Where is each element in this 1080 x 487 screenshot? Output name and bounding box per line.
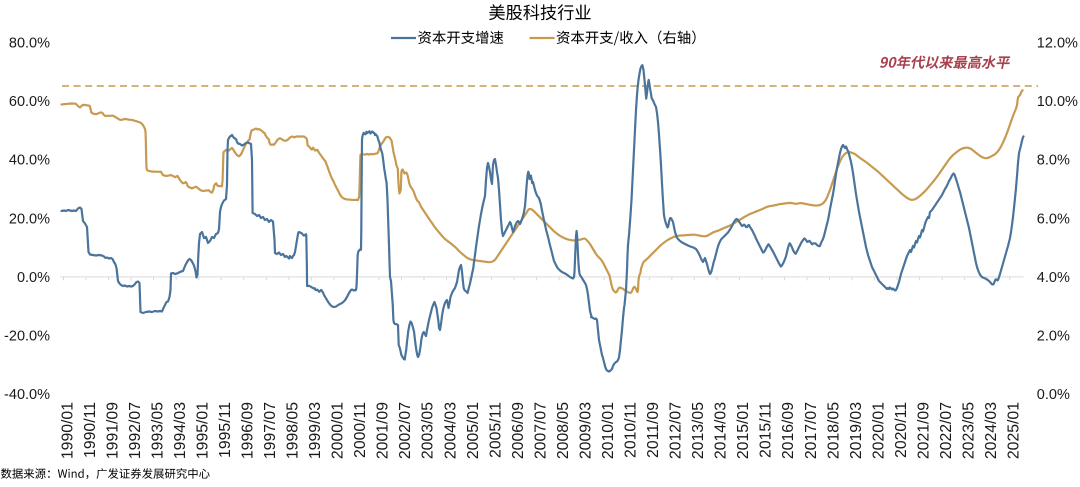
- svg-text:0.0%: 0.0%: [1037, 387, 1070, 403]
- svg-text:1998/05: 1998/05: [285, 402, 302, 459]
- svg-text:2013/05: 2013/05: [690, 402, 707, 459]
- svg-text:2004/03: 2004/03: [442, 402, 459, 459]
- svg-text:2002/07: 2002/07: [397, 402, 414, 459]
- svg-text:1990/11: 1990/11: [82, 402, 99, 458]
- svg-text:2000/01: 2000/01: [330, 402, 347, 459]
- svg-text:1993/05: 1993/05: [149, 402, 166, 459]
- svg-text:2022/07: 2022/07: [938, 402, 955, 459]
- svg-text:2014/03: 2014/03: [713, 402, 730, 459]
- svg-text:1997/07: 1997/07: [262, 402, 279, 459]
- svg-text:20.0%: 20.0%: [9, 211, 50, 227]
- svg-text:8.0%: 8.0%: [1037, 153, 1070, 169]
- svg-text:4.0%: 4.0%: [1037, 270, 1070, 286]
- svg-text:1992/07: 1992/07: [127, 402, 144, 459]
- svg-text:2.0%: 2.0%: [1037, 328, 1070, 344]
- svg-text:2009/03: 2009/03: [577, 402, 594, 459]
- svg-text:0.0%: 0.0%: [17, 270, 50, 286]
- svg-text:2008/05: 2008/05: [555, 402, 572, 459]
- svg-text:2015/11: 2015/11: [758, 402, 775, 458]
- svg-text:1994/03: 1994/03: [172, 402, 189, 459]
- svg-text:1996/09: 1996/09: [239, 402, 256, 459]
- svg-text:80.0%: 80.0%: [9, 35, 50, 51]
- svg-text:2020/01: 2020/01: [870, 402, 887, 459]
- svg-text:-20.0%: -20.0%: [4, 328, 50, 344]
- svg-text:40.0%: 40.0%: [9, 153, 50, 169]
- svg-text:6.0%: 6.0%: [1037, 211, 1070, 227]
- svg-text:2018/05: 2018/05: [825, 402, 842, 459]
- svg-text:2007/07: 2007/07: [532, 402, 549, 459]
- svg-text:2015/01: 2015/01: [735, 402, 752, 459]
- svg-text:2012/07: 2012/07: [668, 402, 685, 459]
- svg-text:1995/11: 1995/11: [217, 402, 234, 458]
- svg-text:2003/05: 2003/05: [420, 402, 437, 459]
- svg-text:10.0%: 10.0%: [1037, 94, 1078, 110]
- svg-text:2000/11: 2000/11: [352, 402, 369, 458]
- svg-text:2020/11: 2020/11: [893, 402, 910, 458]
- svg-text:60.0%: 60.0%: [9, 94, 50, 110]
- svg-text:2023/05: 2023/05: [960, 402, 977, 459]
- svg-text:2016/09: 2016/09: [780, 402, 797, 459]
- svg-text:2001/09: 2001/09: [375, 402, 392, 459]
- svg-text:1991/09: 1991/09: [104, 402, 121, 459]
- svg-text:2011/09: 2011/09: [645, 402, 662, 458]
- svg-text:2010/11: 2010/11: [623, 402, 640, 458]
- svg-text:2006/09: 2006/09: [510, 402, 527, 459]
- svg-text:2024/03: 2024/03: [983, 402, 1000, 459]
- svg-text:-40.0%: -40.0%: [4, 387, 50, 403]
- svg-text:1995/01: 1995/01: [194, 402, 211, 459]
- svg-text:2017/07: 2017/07: [803, 402, 820, 459]
- svg-text:2025/01: 2025/01: [1006, 402, 1023, 459]
- svg-text:2005/01: 2005/01: [465, 402, 482, 459]
- svg-text:2005/11: 2005/11: [487, 402, 504, 458]
- svg-text:1990/01: 1990/01: [59, 402, 76, 459]
- svg-text:2021/09: 2021/09: [915, 402, 932, 459]
- svg-text:2010/01: 2010/01: [600, 402, 617, 459]
- svg-text:1999/03: 1999/03: [307, 402, 324, 459]
- svg-text:12.0%: 12.0%: [1037, 35, 1078, 51]
- svg-text:2019/03: 2019/03: [848, 402, 865, 459]
